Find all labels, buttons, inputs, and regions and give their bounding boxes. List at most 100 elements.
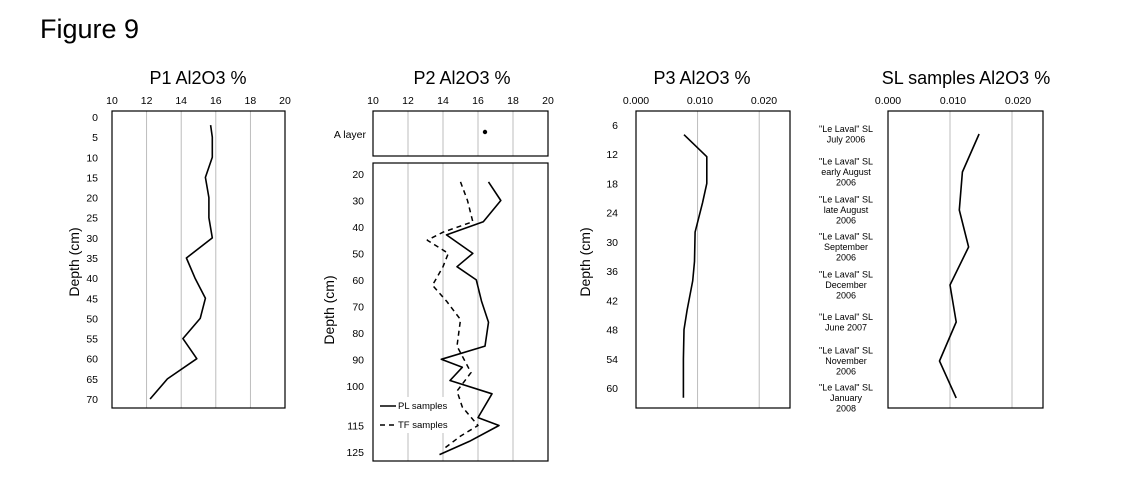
p3-y-tick-label: 42 bbox=[606, 295, 618, 307]
p2-x-tick-label: 16 bbox=[472, 95, 484, 107]
p1-y-tick-label: 15 bbox=[86, 172, 98, 184]
p1-y-axis-label: Depth (cm) bbox=[66, 227, 82, 296]
p1-y-tick-label: 25 bbox=[86, 213, 98, 225]
p4-category-label: "Le Laval" SL bbox=[819, 383, 873, 393]
p3-y-axis-label: Depth (cm) bbox=[577, 227, 593, 296]
p2-legend-tf-label: TF samples bbox=[398, 420, 448, 431]
p2-x-tick-label: 18 bbox=[507, 95, 519, 107]
p2-tf-series-line bbox=[426, 181, 479, 450]
p2-pl-series-line bbox=[439, 181, 502, 456]
p3-plot-frame bbox=[635, 110, 791, 409]
p1-x-tick-label: 10 bbox=[106, 95, 118, 107]
p1-y-tick-label: 20 bbox=[86, 193, 98, 205]
p2-legend-pl-label: PL samples bbox=[398, 401, 448, 412]
p1-x-tick-label: 20 bbox=[279, 95, 291, 107]
p3-x-tick-label: 0.010 bbox=[687, 95, 713, 107]
p3-y-tick-label: 24 bbox=[606, 208, 618, 220]
p4-category-label: "Le Laval" SL bbox=[819, 232, 873, 242]
p1-series-line bbox=[149, 124, 214, 400]
p2-y-tick-label: 90 bbox=[352, 354, 364, 366]
p1-y-tick-label: 65 bbox=[86, 374, 98, 386]
p3-x-tick-label: 0.000 bbox=[623, 95, 649, 107]
p2-title: P2 Al2O3 % bbox=[413, 68, 510, 88]
p1-y-tick-label: 0 bbox=[92, 112, 98, 124]
p3-series-line bbox=[682, 134, 708, 398]
p3-x-tick-label: 0.020 bbox=[751, 95, 777, 107]
p4-category-label: late August bbox=[824, 205, 869, 215]
p1-y-tick-label: 40 bbox=[86, 273, 98, 285]
p2-y-tick-label: 100 bbox=[346, 381, 364, 393]
p4-category-label: November bbox=[825, 356, 867, 366]
p2-y-tick-label: 80 bbox=[352, 328, 364, 340]
p4-category-label: "Le Laval" SL bbox=[819, 312, 873, 322]
p4-title: SL samples Al2O3 % bbox=[882, 68, 1050, 88]
p3-y-tick-label: 36 bbox=[606, 266, 618, 278]
p2-y-tick-label: 30 bbox=[352, 195, 364, 207]
p1-x-tick-label: 18 bbox=[245, 95, 257, 107]
p2-x-tick-label: 10 bbox=[367, 95, 379, 107]
p3-title: P3 Al2O3 % bbox=[653, 68, 750, 88]
p4-plot-frame bbox=[887, 110, 1044, 409]
p4-x-tick-label: 0.010 bbox=[940, 95, 966, 107]
p4-category-label: 2006 bbox=[836, 367, 856, 377]
p4-category-label: 2006 bbox=[836, 291, 856, 301]
p3-y-tick-label: 54 bbox=[606, 354, 618, 366]
p2-plot-frame bbox=[372, 162, 549, 462]
p4-series-line bbox=[938, 133, 980, 399]
p4-category-label: 2006 bbox=[836, 253, 856, 263]
p4-category-label: "Le Laval" SL bbox=[819, 270, 873, 280]
p1-plot-frame bbox=[111, 110, 286, 409]
p2-y-tick-label: 70 bbox=[352, 301, 364, 313]
p4-x-tick-label: 0.000 bbox=[875, 95, 901, 107]
p2-legend-box bbox=[376, 397, 454, 433]
p2-y-tick-label: 20 bbox=[352, 169, 364, 181]
p4-category-label: January bbox=[830, 393, 863, 403]
p3-y-tick-label: 30 bbox=[606, 237, 618, 249]
p3-y-tick-label: 6 bbox=[612, 120, 618, 132]
p4-category-label: 2008 bbox=[836, 404, 856, 414]
p2-y-axis-label: Depth (cm) bbox=[321, 275, 337, 344]
p1-y-tick-label: 60 bbox=[86, 354, 98, 366]
p3-y-tick-label: 48 bbox=[606, 325, 618, 337]
p2-y-tick-label: 115 bbox=[347, 421, 364, 433]
p3-y-tick-label: 18 bbox=[606, 178, 618, 190]
p1-y-tick-label: 55 bbox=[86, 334, 98, 346]
p4-category-label: early August bbox=[821, 167, 871, 177]
p2-x-tick-label: 12 bbox=[402, 95, 414, 107]
p1-title: P1 Al2O3 % bbox=[149, 68, 246, 88]
p1-x-tick-label: 14 bbox=[175, 95, 187, 107]
p4-category-label: "Le Laval" SL bbox=[819, 346, 873, 356]
p1-y-tick-label: 10 bbox=[86, 152, 98, 164]
p2-y-tick-label: 40 bbox=[352, 222, 364, 234]
p2-top-frame bbox=[372, 110, 549, 157]
p4-category-label: "Le Laval" SL bbox=[819, 195, 873, 205]
p1-y-tick-label: 35 bbox=[86, 253, 98, 265]
p4-x-tick-label: 0.020 bbox=[1005, 95, 1031, 107]
p2-a-layer-label: A layer bbox=[334, 129, 367, 141]
p1-x-tick-label: 12 bbox=[141, 95, 153, 107]
p1-x-tick-label: 16 bbox=[210, 95, 222, 107]
p1-y-tick-label: 30 bbox=[86, 233, 98, 245]
p4-category-label: 2006 bbox=[836, 216, 856, 226]
p2-x-tick-label: 14 bbox=[437, 95, 449, 107]
p4-category-label: June 2007 bbox=[825, 322, 867, 332]
p2-y-tick-label: 50 bbox=[352, 248, 364, 260]
p4-category-label: "Le Laval" SL bbox=[819, 124, 873, 134]
figure-title: Figure 9 bbox=[40, 14, 140, 44]
p1-y-tick-label: 5 bbox=[92, 132, 98, 144]
p1-y-tick-label: 45 bbox=[86, 293, 98, 305]
p4-category-label: "Le Laval" SL bbox=[819, 157, 873, 167]
p4-category-label: 2006 bbox=[836, 178, 856, 188]
p2-a-layer-point bbox=[482, 129, 488, 135]
p2-y-tick-label: 60 bbox=[352, 275, 364, 287]
p2-y-tick-label: 125 bbox=[346, 447, 364, 459]
p3-y-tick-label: 12 bbox=[606, 149, 618, 161]
p4-category-label: September bbox=[824, 242, 868, 252]
p1-y-tick-label: 70 bbox=[86, 394, 98, 406]
p4-category-label: July 2006 bbox=[827, 134, 866, 144]
p1-y-tick-label: 50 bbox=[86, 313, 98, 325]
p2-x-tick-label: 20 bbox=[542, 95, 554, 107]
p3-y-tick-label: 60 bbox=[606, 383, 618, 395]
p4-category-label: December bbox=[825, 280, 867, 290]
